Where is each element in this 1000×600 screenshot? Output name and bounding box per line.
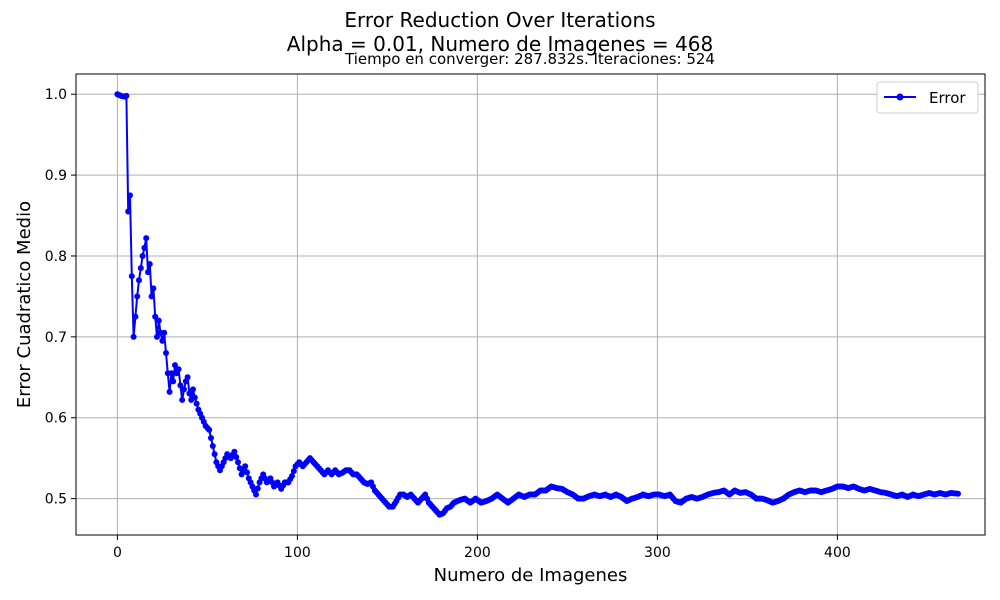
x-tick-label: 200 (464, 545, 491, 561)
data-point (148, 293, 155, 300)
series-line-error (116, 93, 959, 516)
data-point (209, 443, 216, 450)
data-point (150, 285, 157, 292)
data-point (244, 469, 250, 476)
data-point (123, 92, 130, 99)
data-point (159, 337, 166, 344)
data-point (175, 366, 182, 373)
y-tick-label: 1.0 (45, 87, 67, 103)
data-point (128, 273, 135, 280)
data-point (136, 277, 142, 284)
grid (76, 74, 985, 535)
x-tick-label: 100 (284, 545, 311, 561)
data-point (155, 317, 162, 324)
data-point (211, 451, 218, 458)
x-tick-label: 400 (824, 545, 851, 561)
data-point (152, 313, 159, 320)
data-point (233, 453, 240, 460)
data-point (139, 252, 146, 259)
data-point (143, 235, 150, 242)
data-point (170, 378, 177, 385)
legend-entry-error: Error (929, 89, 966, 107)
data-point (161, 329, 168, 336)
data-point (186, 390, 193, 397)
x-tick-label: 0 (113, 545, 122, 561)
data-point (172, 362, 178, 369)
y-tick-label: 0.5 (45, 492, 67, 508)
y-axis-label: Error Cuadratico Medio (14, 201, 35, 408)
chart-title-line2: Alpha = 0.01, Numero de Imagenes = 468 (287, 32, 713, 56)
data-point (168, 370, 175, 377)
data-point (125, 208, 132, 215)
data-point (290, 468, 297, 475)
data-point (181, 386, 187, 393)
data-point (254, 485, 261, 492)
data-point (289, 472, 295, 479)
y-tick-label: 0.6 (45, 411, 67, 427)
y-tick-label: 0.9 (45, 168, 67, 184)
series-layer (114, 91, 961, 518)
y-tick-label: 0.7 (45, 330, 67, 346)
legend-marker-icon (896, 93, 904, 101)
plot-frame (75, 73, 986, 536)
data-point (154, 333, 160, 340)
data-point (235, 459, 241, 466)
data-point (166, 388, 173, 395)
data-point (191, 394, 198, 401)
data-point (184, 374, 191, 381)
data-point (127, 192, 133, 199)
legend: Error (876, 81, 979, 114)
data-point (179, 396, 186, 403)
ticks: 0 100 200 300 400 0.5 0.6 0.7 0.8 0.9 1.0 (45, 87, 851, 561)
data-point (163, 350, 169, 357)
data-point (193, 400, 200, 407)
data-point (130, 333, 137, 340)
x-axis-label: Numero de Imagenes (434, 565, 628, 586)
data-point (134, 293, 141, 300)
data-point (145, 269, 151, 276)
data-point (132, 313, 139, 320)
data-point (137, 265, 144, 272)
data-point (242, 463, 249, 470)
data-point (208, 434, 214, 441)
y-tick-label: 0.8 (45, 249, 67, 265)
legend-box (876, 81, 979, 114)
chart-title-line1: Error Reduction Over Iterations (344, 8, 655, 32)
data-point (955, 490, 961, 497)
data-point (190, 386, 196, 393)
data-point (177, 382, 184, 389)
data-point (206, 426, 213, 433)
x-tick-label: 300 (644, 545, 671, 561)
data-point (146, 261, 153, 268)
data-point (141, 244, 148, 251)
data-point (231, 448, 238, 455)
data-point (253, 491, 259, 498)
chart-subtitle: Tiempo en converger: 287.832s. Iteracion… (344, 50, 715, 68)
